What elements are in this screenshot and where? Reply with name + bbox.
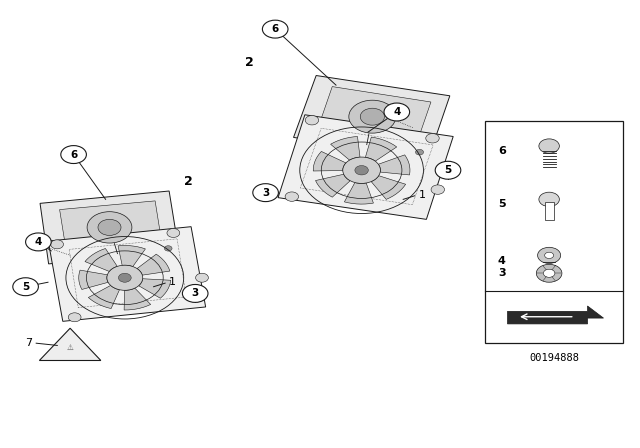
Circle shape xyxy=(118,273,131,282)
Text: 5: 5 xyxy=(22,282,29,292)
Text: ⚠: ⚠ xyxy=(67,343,74,352)
Circle shape xyxy=(262,20,288,38)
Polygon shape xyxy=(40,328,101,361)
Circle shape xyxy=(164,246,172,251)
Polygon shape xyxy=(378,155,410,175)
Text: 6: 6 xyxy=(271,24,279,34)
Polygon shape xyxy=(294,76,450,158)
Polygon shape xyxy=(137,254,170,275)
Text: 4: 4 xyxy=(35,237,42,247)
Circle shape xyxy=(285,192,298,201)
Polygon shape xyxy=(79,270,108,289)
Circle shape xyxy=(68,313,81,322)
Text: 3: 3 xyxy=(191,289,199,298)
Text: 3: 3 xyxy=(498,268,506,278)
Polygon shape xyxy=(316,174,350,197)
Circle shape xyxy=(182,284,208,302)
Circle shape xyxy=(384,103,410,121)
Polygon shape xyxy=(365,137,397,161)
Circle shape xyxy=(426,134,439,143)
Polygon shape xyxy=(88,285,120,309)
Circle shape xyxy=(87,212,132,243)
Text: 1: 1 xyxy=(170,277,176,287)
Text: 1: 1 xyxy=(419,190,426,200)
Polygon shape xyxy=(48,227,205,321)
Polygon shape xyxy=(124,288,150,310)
Circle shape xyxy=(435,161,461,179)
Circle shape xyxy=(26,233,51,251)
Circle shape xyxy=(538,247,561,263)
Text: 6: 6 xyxy=(498,146,506,156)
Text: 7: 7 xyxy=(25,338,32,348)
Circle shape xyxy=(51,240,63,249)
Text: 5: 5 xyxy=(498,199,506,209)
Text: 6: 6 xyxy=(70,150,77,159)
Text: 4: 4 xyxy=(393,107,401,117)
Polygon shape xyxy=(85,249,117,271)
Bar xyxy=(485,121,623,343)
Circle shape xyxy=(539,139,559,153)
Circle shape xyxy=(61,146,86,164)
Circle shape xyxy=(536,264,562,282)
Text: 00194888: 00194888 xyxy=(529,353,579,363)
Circle shape xyxy=(167,228,180,237)
Polygon shape xyxy=(331,137,360,160)
Text: 2: 2 xyxy=(184,175,193,188)
Circle shape xyxy=(343,157,380,183)
Circle shape xyxy=(415,149,424,155)
Polygon shape xyxy=(118,246,145,267)
Circle shape xyxy=(349,100,396,133)
Polygon shape xyxy=(508,306,604,324)
Circle shape xyxy=(355,166,369,175)
Bar xyxy=(545,202,554,220)
Polygon shape xyxy=(344,182,373,204)
Polygon shape xyxy=(316,86,431,149)
Polygon shape xyxy=(278,115,453,220)
Circle shape xyxy=(543,269,555,277)
Text: 2: 2 xyxy=(245,56,254,69)
Circle shape xyxy=(253,184,278,202)
Polygon shape xyxy=(60,201,163,255)
Polygon shape xyxy=(313,151,346,171)
Polygon shape xyxy=(371,176,406,199)
Polygon shape xyxy=(139,279,171,298)
Circle shape xyxy=(539,192,559,207)
Circle shape xyxy=(107,265,143,290)
Circle shape xyxy=(305,116,319,125)
Circle shape xyxy=(545,252,554,258)
Circle shape xyxy=(431,185,445,194)
Text: 3: 3 xyxy=(262,188,269,198)
Circle shape xyxy=(196,273,209,282)
Polygon shape xyxy=(40,191,179,264)
Circle shape xyxy=(360,108,385,125)
Circle shape xyxy=(98,220,121,236)
Text: 4: 4 xyxy=(498,256,506,266)
Circle shape xyxy=(13,278,38,296)
Text: 5: 5 xyxy=(444,165,452,175)
